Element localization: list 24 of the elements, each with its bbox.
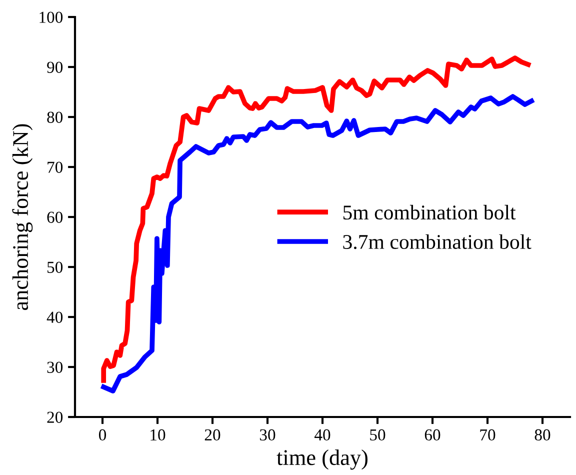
x-tick-label: 70 [480,429,496,441]
line-series [101,56,531,383]
x-tick-label: 0 [98,429,106,441]
y-tick-label: 70 [48,162,63,173]
y-tick-label: 20 [47,412,63,423]
y-tick-label: 30 [47,362,63,373]
line-series [101,94,534,394]
y-tick-label: 60 [47,212,63,223]
x-tick-label: 60 [424,429,440,441]
legend-label: 3.7m combination bolt [343,234,532,250]
y-tick-label: 40 [46,312,63,323]
x-tick-label: 80 [534,429,550,441]
x-tick-label: 50 [370,429,386,441]
y-tick-label: 50 [47,262,63,273]
y-tick-label: 90 [47,62,63,73]
y-tick-label: 80 [47,112,63,123]
legend-label: 5m combination bolt [343,204,516,220]
x-tick-label: 20 [204,429,220,441]
x-axis-title: time (day) [276,449,368,470]
y-tick-label: 100 [40,12,63,23]
y-axis-title: anchoring force (kN) [12,124,33,310]
x-tick-label: 30 [260,429,276,441]
x-tick-label: 40 [314,429,330,441]
x-tick-label: 10 [150,429,166,441]
